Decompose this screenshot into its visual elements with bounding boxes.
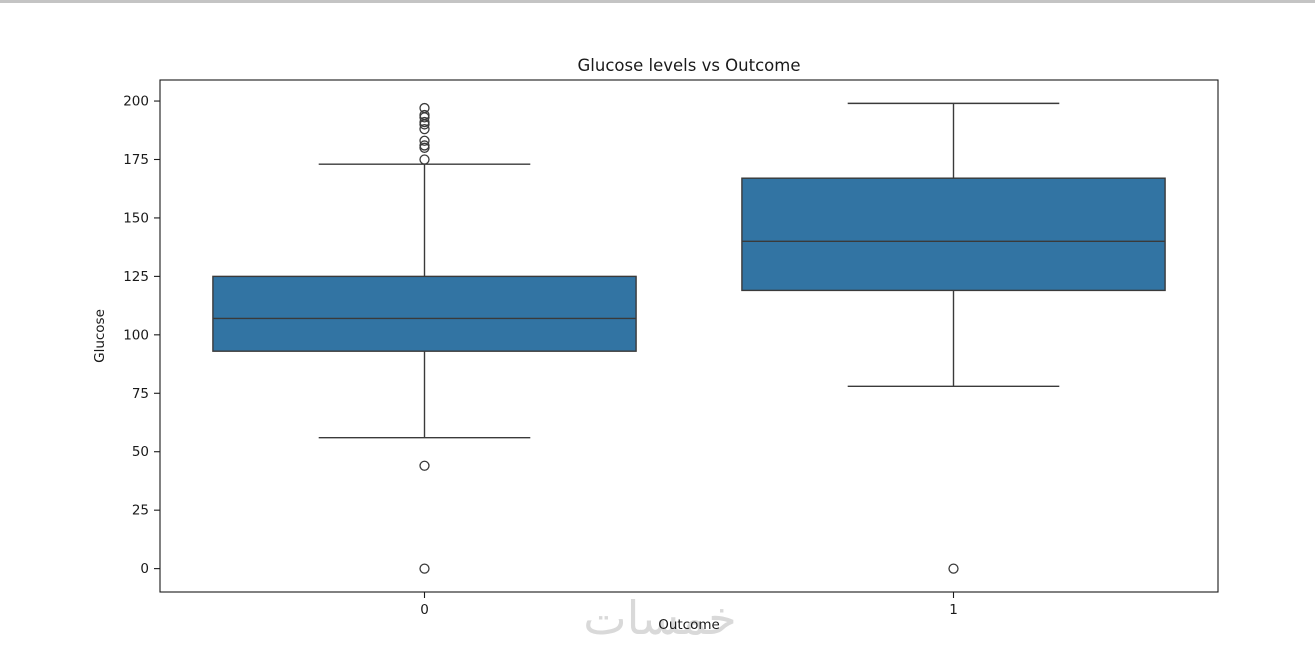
chart-title: Glucose levels vs Outcome <box>577 56 801 75</box>
outlier-point <box>419 135 430 146</box>
y-tick-label: 125 <box>123 269 149 285</box>
outlier-point <box>419 460 430 471</box>
outlier-point <box>419 112 430 123</box>
y-tick-label: 200 <box>123 94 149 110</box>
box-outcome-1 <box>741 177 1166 292</box>
outlier-point <box>948 563 959 574</box>
outlier-point <box>419 154 430 165</box>
axes-frame <box>159 79 1219 593</box>
box-outcome-0 <box>212 275 637 352</box>
watermark-text: خمسات <box>583 591 737 645</box>
y-axis-label: Glucose <box>92 309 108 363</box>
y-tick-label: 75 <box>132 386 149 402</box>
x-axis-label: Outcome <box>658 617 720 633</box>
y-tick-label: 100 <box>123 327 149 343</box>
y-tick-label: 150 <box>123 210 149 226</box>
x-tick-label: 1 <box>949 602 958 618</box>
y-tick-label: 25 <box>132 503 149 519</box>
y-tick-label: 0 <box>140 561 149 577</box>
window-top-border <box>0 0 1315 3</box>
outlier-point <box>419 119 430 130</box>
y-tick-label: 50 <box>132 444 149 460</box>
outlier-point <box>419 123 430 135</box>
outlier-point <box>419 563 430 574</box>
y-tick-label: 175 <box>123 152 149 168</box>
x-tick-label: 0 <box>420 602 429 618</box>
outlier-point <box>419 142 430 153</box>
